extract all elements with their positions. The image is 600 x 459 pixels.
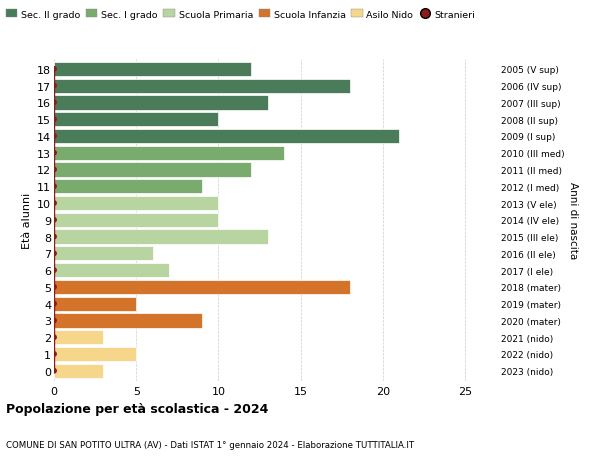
Point (49, 167, 59, 174)
Bar (54, 347, 136, 361)
Bar (54, 146, 284, 161)
Bar (54, 230, 268, 244)
Y-axis label: Anni di nascita: Anni di nascita (568, 182, 578, 259)
Point (49, 83, 59, 90)
Point (49, 284, 59, 291)
Bar (54, 113, 218, 127)
Point (49, 250, 59, 257)
Point (49, 351, 59, 358)
Point (49, 183, 59, 190)
Bar (54, 213, 218, 227)
Legend: Sec. II grado, Sec. I grado, Scuola Primaria, Scuola Infanzia, Asilo Nido, Stran: Sec. II grado, Sec. I grado, Scuola Prim… (2, 6, 479, 23)
Point (49, 200, 59, 207)
Point (49, 116, 59, 123)
Bar (54, 129, 400, 144)
Bar (54, 180, 202, 194)
Point (49, 100, 59, 107)
Bar (54, 79, 350, 94)
Text: Popolazione per età scolastica - 2024: Popolazione per età scolastica - 2024 (6, 403, 268, 415)
Bar (54, 280, 350, 294)
Bar (54, 163, 251, 177)
Bar (54, 196, 218, 211)
Point (49, 367, 59, 375)
Point (49, 217, 59, 224)
Y-axis label: Età alunni: Età alunni (22, 192, 32, 248)
Point (49, 66, 59, 73)
Point (49, 300, 59, 308)
Bar (54, 263, 169, 278)
Bar (54, 330, 103, 345)
Point (49, 233, 59, 241)
Bar (54, 246, 152, 261)
Bar (54, 96, 268, 110)
Bar (54, 313, 202, 328)
Point (49, 267, 59, 274)
Bar (54, 364, 103, 378)
Text: COMUNE DI SAN POTITO ULTRA (AV) - Dati ISTAT 1° gennaio 2024 - Elaborazione TUTT: COMUNE DI SAN POTITO ULTRA (AV) - Dati I… (6, 440, 414, 449)
Point (49, 317, 59, 325)
Point (49, 334, 59, 341)
Point (49, 133, 59, 140)
Bar (54, 297, 136, 311)
Bar (54, 62, 251, 77)
Point (49, 150, 59, 157)
